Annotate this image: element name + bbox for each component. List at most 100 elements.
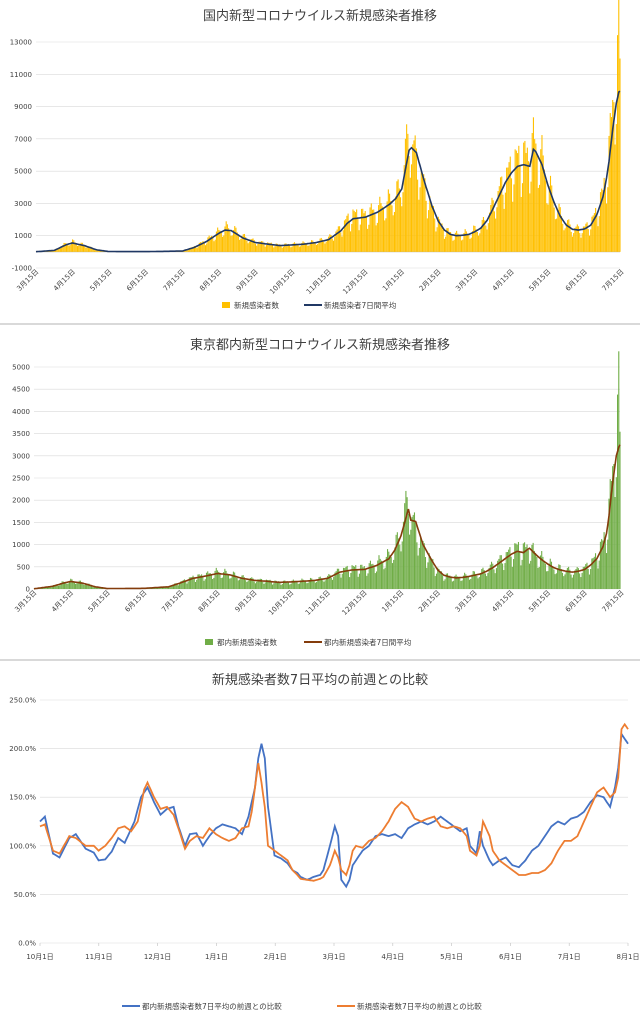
bar (237, 236, 239, 252)
bar (398, 188, 400, 252)
bar (218, 229, 220, 252)
bar (240, 577, 242, 589)
bar (295, 581, 297, 589)
bar (454, 232, 456, 252)
bar (209, 236, 211, 252)
bar (416, 542, 418, 589)
bar (359, 224, 361, 252)
bar (586, 222, 588, 252)
bar (596, 215, 598, 252)
x-tick-label: 7月15日 (601, 268, 626, 293)
bar (273, 583, 275, 589)
y-tick-label: 0 (26, 586, 30, 594)
bar (55, 584, 57, 589)
y-tick-label: 2500 (12, 475, 30, 483)
bar (53, 584, 55, 589)
bar (283, 580, 285, 589)
bar (525, 547, 527, 589)
bar (491, 197, 493, 252)
bar (613, 464, 615, 589)
bar (544, 563, 546, 589)
bar (357, 218, 359, 252)
bar (90, 246, 92, 252)
bar (496, 207, 498, 252)
bar (161, 587, 164, 589)
bar (389, 193, 391, 252)
bar (193, 246, 196, 252)
bar (556, 218, 558, 252)
bar (259, 241, 261, 252)
bar (565, 223, 567, 252)
bar (356, 569, 358, 589)
bar (457, 233, 459, 252)
bar (473, 571, 475, 589)
bar (468, 235, 470, 252)
bar (493, 569, 495, 589)
x-axis-labels: 3月15日 4月15日 5月15日 6月15日 7月15日 8月15日 9月15日 10月15… (13, 589, 625, 617)
bar (471, 231, 474, 252)
bar (181, 581, 183, 589)
bar (443, 238, 445, 252)
bar (190, 577, 192, 589)
bar (362, 567, 364, 589)
bar (584, 226, 586, 252)
bar (501, 176, 503, 252)
bar (421, 540, 423, 589)
bar (529, 193, 531, 252)
bar (325, 577, 327, 589)
bar (252, 578, 254, 589)
bar (406, 124, 408, 252)
bar (235, 227, 237, 252)
y-axis-labels: 0 500 1000 1500 2000 2500 3000 3500 4000 4500 5000 (12, 364, 30, 594)
bar (474, 225, 476, 252)
bar (297, 583, 299, 589)
bar (229, 230, 231, 252)
bar (268, 242, 270, 252)
bar (579, 573, 581, 589)
bar (581, 233, 583, 252)
bar (448, 575, 450, 589)
x-tick-label: 9月15日 (234, 589, 259, 614)
bar (488, 212, 491, 252)
bar (344, 568, 346, 589)
x-axis-labels: 10月1日 11月1日 12月1日 1月1日 2月1日 3月1日 4月1日 5月1日 6月1日 7… (26, 953, 639, 961)
bar (425, 200, 427, 252)
bar (375, 571, 378, 589)
bar (175, 583, 177, 589)
bar (617, 35, 619, 252)
x-tick-label: 4月15日 (491, 589, 516, 614)
bar (375, 225, 377, 252)
bar (499, 177, 502, 252)
bar (188, 577, 190, 589)
bar (225, 570, 227, 589)
x-tick-label: 5月15日 (527, 268, 552, 293)
y-tick-label: 5000 (14, 168, 32, 176)
x-tick-label: 4月15日 (491, 268, 516, 293)
bar (287, 582, 290, 589)
bar (615, 477, 617, 589)
bar (431, 205, 433, 252)
bar (318, 241, 320, 252)
bar (609, 113, 611, 252)
bar (286, 581, 288, 589)
bar (515, 543, 517, 589)
bar (467, 233, 469, 252)
bar (67, 583, 69, 589)
bar (408, 155, 410, 252)
bar (191, 247, 193, 252)
bar (279, 244, 281, 252)
bar (423, 174, 425, 252)
bar (303, 242, 305, 252)
bar (278, 244, 280, 252)
bar (352, 209, 354, 252)
bar (312, 240, 314, 252)
bar (276, 581, 279, 589)
bar (72, 239, 74, 252)
bar (46, 586, 49, 589)
bar (506, 167, 508, 252)
bar (284, 580, 286, 589)
chart-title: 新規感染者数7日平均の前週との比較 (212, 672, 428, 688)
bar (345, 219, 347, 252)
bar (401, 206, 403, 252)
bar (313, 242, 315, 252)
